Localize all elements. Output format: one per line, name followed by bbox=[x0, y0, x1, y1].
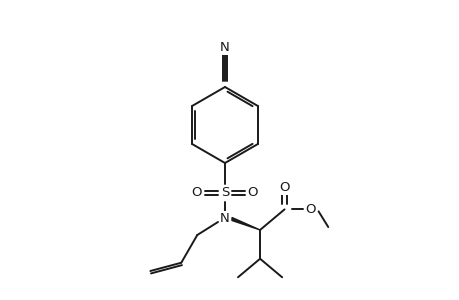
Text: O: O bbox=[191, 187, 202, 200]
Text: S: S bbox=[220, 187, 229, 200]
Polygon shape bbox=[231, 218, 259, 230]
Text: N: N bbox=[220, 212, 230, 226]
Text: O: O bbox=[279, 181, 289, 194]
Text: O: O bbox=[305, 203, 315, 216]
Text: N: N bbox=[220, 40, 230, 53]
Text: O: O bbox=[247, 187, 257, 200]
